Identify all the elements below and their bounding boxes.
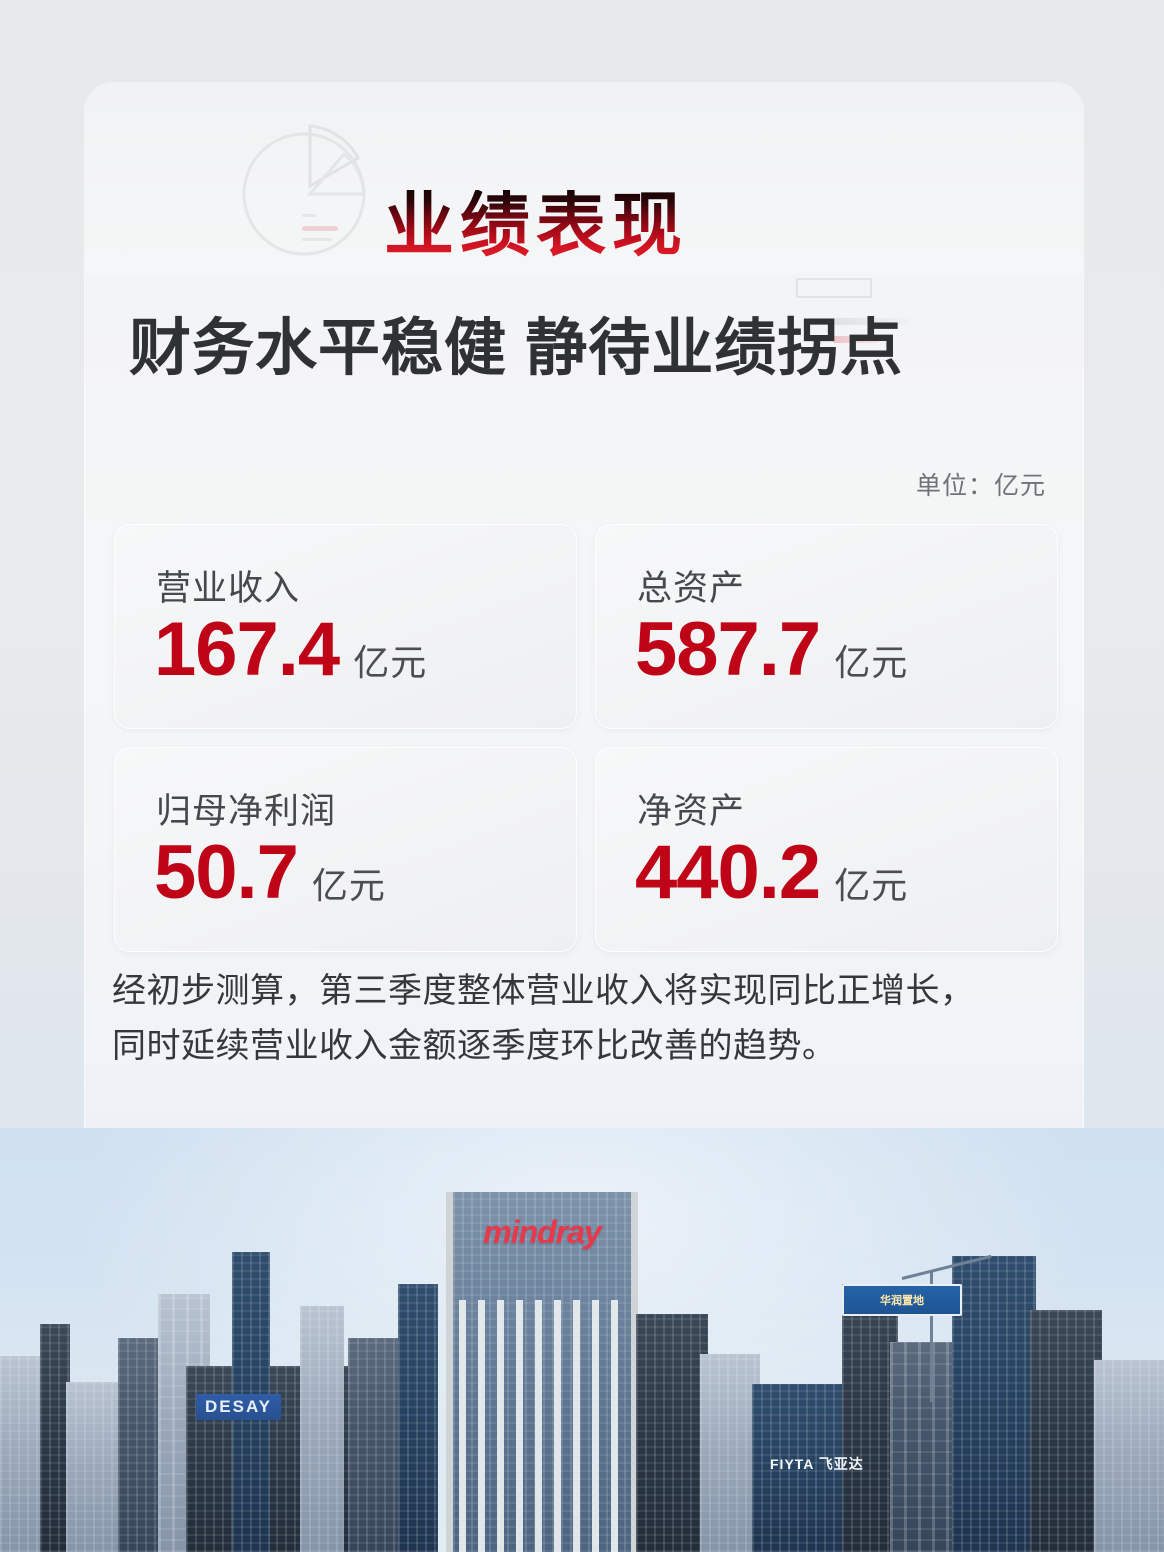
building bbox=[952, 1256, 1036, 1552]
window-grid bbox=[752, 1384, 848, 1552]
metric-value: 587.7 bbox=[635, 607, 821, 692]
mindray-logo: mindray bbox=[483, 1214, 601, 1250]
decorative-bar-pink bbox=[832, 336, 880, 343]
window-grid bbox=[0, 1356, 44, 1552]
window-grid bbox=[890, 1342, 960, 1552]
building bbox=[40, 1324, 70, 1552]
window-grid bbox=[1030, 1310, 1102, 1552]
metric-label: 总资产 bbox=[637, 569, 746, 608]
metric-value-row: 50.7 亿元 bbox=[154, 835, 386, 911]
window-grid bbox=[636, 1314, 708, 1552]
building bbox=[66, 1382, 124, 1552]
building bbox=[348, 1338, 406, 1552]
construction-crane-mast bbox=[930, 1272, 933, 1402]
unit-note: 单位：亿元 bbox=[915, 472, 1046, 500]
metrics-grid: 营业收入 167.4 亿元 总资产 587.7 亿元 归母净利润 50.7 亿元 bbox=[114, 524, 1058, 952]
metric-card-revenue: 营业收入 167.4 亿元 bbox=[114, 524, 577, 729]
pie-chart-icon bbox=[242, 124, 366, 256]
decorative-bar-gray bbox=[832, 318, 910, 325]
metric-value: 167.4 bbox=[154, 607, 340, 692]
window-grid bbox=[700, 1354, 760, 1552]
headline: 财务水平稳健 静待业绩拐点 bbox=[129, 314, 904, 383]
metric-label: 营业收入 bbox=[156, 569, 301, 608]
sign-billboard: 华润置地 bbox=[842, 1284, 962, 1316]
building bbox=[842, 1284, 898, 1552]
building bbox=[0, 1356, 44, 1552]
body-line-1: 经初步测算，第三季度整体营业收入将实现同比正增长， bbox=[112, 972, 975, 1010]
cityscape-photo: mindray DESAY FIYTA 飞亚达 华润置地 bbox=[0, 1128, 1164, 1552]
metric-card-net-assets: 净资产 440.2 亿元 bbox=[595, 747, 1058, 952]
decorative-rectangle bbox=[796, 278, 872, 298]
window-grid bbox=[66, 1382, 124, 1552]
metric-unit: 亿元 bbox=[834, 865, 909, 906]
page-title: 业绩表现 bbox=[384, 186, 688, 264]
window-grid bbox=[398, 1284, 438, 1552]
body-paragraph: 经初步测算，第三季度整体营业收入将实现同比正增长， 同时延续营业收入金额逐季度环… bbox=[112, 964, 1062, 1074]
metric-value-row: 587.7 亿元 bbox=[635, 612, 908, 688]
window-grid bbox=[348, 1338, 406, 1552]
metric-unit: 亿元 bbox=[834, 642, 909, 683]
building bbox=[1030, 1310, 1102, 1552]
metric-unit: 亿元 bbox=[311, 865, 386, 906]
building bbox=[118, 1338, 164, 1552]
metric-card-net-profit: 归母净利润 50.7 亿元 bbox=[114, 747, 577, 952]
building-fiyta bbox=[752, 1384, 848, 1552]
building bbox=[1094, 1360, 1164, 1552]
building bbox=[636, 1314, 708, 1552]
metric-unit: 亿元 bbox=[353, 642, 428, 683]
body-line-2: 同时延续营业收入金额逐季度环比改善的趋势。 bbox=[112, 1027, 837, 1066]
content-panel: 业绩表现 财务水平稳健 静待业绩拐点 单位：亿元 营业收入 167.4 亿元 总… bbox=[84, 82, 1084, 1142]
metric-value: 440.2 bbox=[635, 830, 821, 915]
header-band: 业绩表现 bbox=[84, 82, 1084, 343]
metric-card-total-assets: 总资产 587.7 亿元 bbox=[595, 524, 1058, 729]
building bbox=[300, 1306, 344, 1552]
window-grid bbox=[952, 1256, 1036, 1552]
sign-fiyta: FIYTA 飞亚达 bbox=[770, 1456, 864, 1472]
tower-fins bbox=[459, 1300, 625, 1552]
mindray-tower: mindray bbox=[446, 1192, 638, 1552]
window-grid bbox=[118, 1338, 164, 1552]
metric-label: 归母净利润 bbox=[156, 792, 337, 831]
metric-value-row: 167.4 亿元 bbox=[154, 612, 427, 688]
window-grid bbox=[1094, 1360, 1164, 1552]
building-under-construction bbox=[890, 1342, 960, 1552]
window-grid bbox=[842, 1284, 898, 1552]
metric-label: 净资产 bbox=[637, 792, 746, 831]
building bbox=[398, 1284, 438, 1552]
window-grid bbox=[40, 1324, 70, 1552]
sign-desay: DESAY bbox=[196, 1394, 282, 1420]
metric-value: 50.7 bbox=[154, 830, 299, 915]
metric-value-row: 440.2 亿元 bbox=[635, 835, 908, 911]
window-grid bbox=[300, 1306, 344, 1552]
building bbox=[700, 1354, 760, 1552]
